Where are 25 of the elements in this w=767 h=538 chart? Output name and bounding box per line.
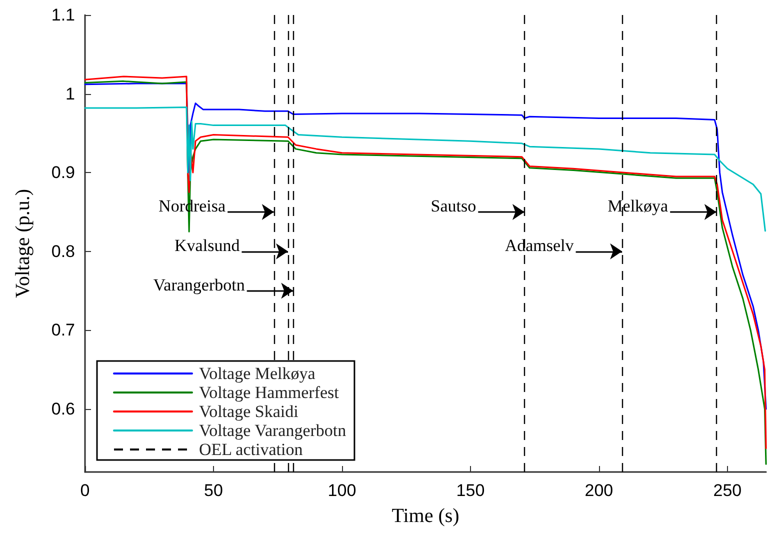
x-tick-label: 0 [80, 481, 90, 500]
x-tick-label: 150 [456, 481, 485, 500]
x-tick-label: 200 [584, 481, 614, 500]
y-tick-label: 0.7 [51, 320, 75, 340]
y-tick-label: 1.1 [51, 6, 75, 24]
x-tick-label: 50 [204, 481, 223, 500]
x-tick-label: 250 [713, 481, 742, 500]
annotation: Sautso [430, 196, 476, 216]
legend-label: Voltage Varangerbotn [199, 421, 347, 440]
x-axis-title: Time (s) [392, 505, 460, 527]
y-tick-label: 1 [66, 84, 75, 104]
annotation: Varangerbotn [153, 275, 246, 294]
legend-label: Voltage Skaidi [199, 402, 299, 421]
annotation: Melkøya [608, 196, 669, 216]
legend-label: Voltage Melkøya [199, 364, 316, 383]
y-axis-title: Voltage (p.u.) [12, 188, 34, 298]
y-tick-label: 0.8 [51, 242, 75, 261]
y-tick-label: 0.9 [51, 163, 75, 182]
x-tick-label: 100 [328, 481, 356, 500]
y-tick-label: 0.6 [51, 399, 75, 418]
ref-line-label: OEL activation [199, 440, 304, 459]
line-series [84, 106, 766, 232]
legend-label: Voltage Hammerfest [199, 383, 340, 402]
annotation: Kvalsund [174, 236, 240, 255]
annotation: Adamselv [504, 236, 574, 255]
